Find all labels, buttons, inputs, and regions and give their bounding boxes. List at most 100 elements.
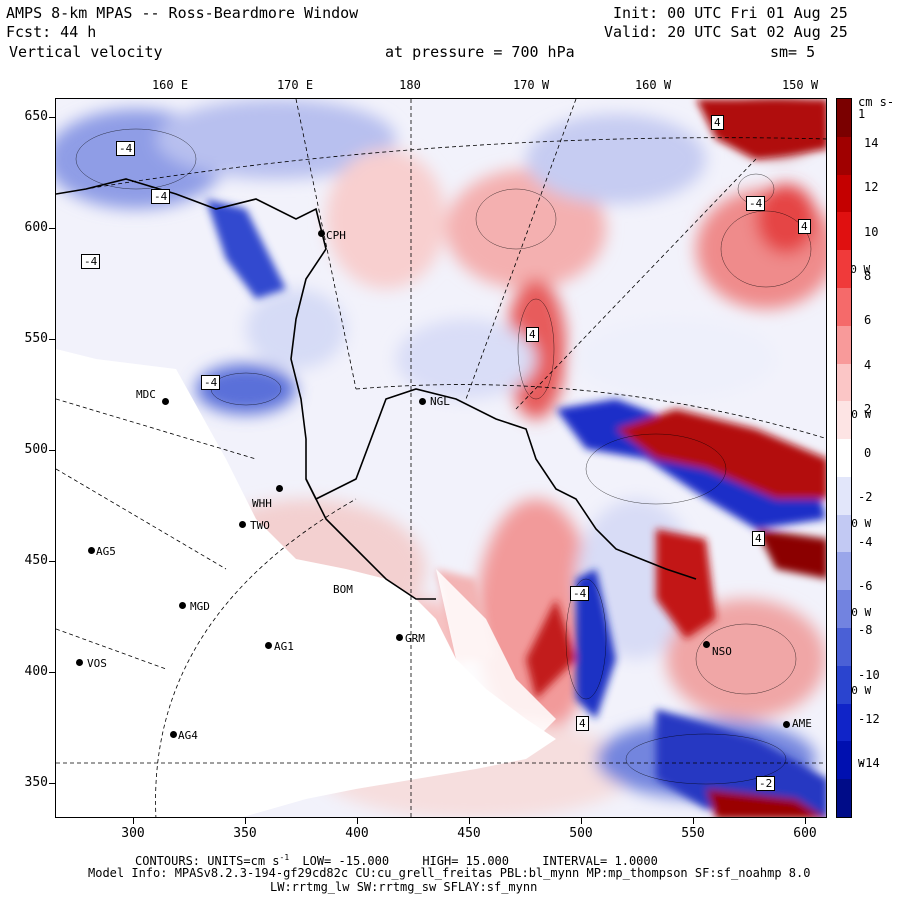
- y-tick: [49, 117, 55, 118]
- x-tick-label: 550: [681, 826, 705, 841]
- colorbar-segment: [837, 325, 851, 365]
- x-tick-label: 350: [233, 826, 257, 841]
- station-label: AME: [792, 717, 812, 730]
- map-plot: -4 -4 -4 -4 -4 -4 4 4 4 4 4 -2: [55, 98, 827, 818]
- lon-label: 170 W: [512, 78, 550, 92]
- station-marker: [783, 721, 790, 728]
- y-tick-label: 350: [24, 775, 48, 790]
- station-marker: [76, 659, 83, 666]
- smoothing: sm= 5: [770, 43, 816, 61]
- colorbar-label: 0: [864, 446, 872, 461]
- x-tick: [469, 818, 470, 824]
- contour-label: 4: [576, 716, 589, 731]
- map-title: AMPS 8-km MPAS -- Ross-Beardmore Window: [6, 4, 359, 22]
- station-marker: [179, 602, 186, 609]
- colorbar-segment: [837, 590, 851, 629]
- valid-time: Valid: 20 UTC Sat 02 Aug 25: [604, 23, 848, 41]
- colorbar-segment: [837, 552, 851, 591]
- y-tick: [49, 561, 55, 562]
- station-marker: [276, 485, 283, 492]
- contour-label: -4: [570, 586, 590, 601]
- x-tick-label: 450: [457, 826, 481, 841]
- x-tick-label: 300: [121, 826, 145, 841]
- station-label: AG5: [96, 545, 116, 558]
- colorbar-label: -12: [858, 711, 880, 726]
- contour-label: -4: [116, 141, 136, 156]
- colorbar-segment: [837, 741, 851, 780]
- station-label: TWO: [250, 519, 270, 532]
- forecast-hour: Fcst: 44 h: [6, 23, 97, 41]
- y-tick-label: 450: [24, 553, 48, 568]
- station-label: BOM: [333, 583, 353, 596]
- x-tick-label: 600: [793, 826, 817, 841]
- colorbar-segment: [837, 665, 851, 705]
- lon-label: 170 E: [276, 78, 314, 92]
- colorbar-segment: [837, 212, 851, 251]
- x-tick: [581, 818, 582, 824]
- station-label: NGL: [430, 395, 450, 408]
- station-label: NSO: [712, 645, 732, 658]
- contour-label: -4: [81, 254, 101, 269]
- station-label: VOS: [87, 657, 107, 670]
- lon-label: 150 W: [781, 78, 819, 92]
- x-tick-label: 400: [345, 826, 369, 841]
- x-tick: [693, 818, 694, 824]
- y-tick: [49, 672, 55, 673]
- y-tick-label: 600: [24, 220, 48, 235]
- contour-label: -2: [756, 776, 776, 791]
- lon-label: 160 W: [634, 78, 672, 92]
- colorbar-segment: [837, 287, 851, 327]
- colorbar-units: cm s-1: [858, 95, 895, 121]
- lon-label: W: [858, 757, 865, 770]
- station-label: MGD: [190, 600, 210, 613]
- colorbar-segment: [837, 703, 851, 742]
- contour-label: -4: [746, 196, 766, 211]
- x-tick: [357, 818, 358, 824]
- colorbar-segment: [837, 136, 851, 176]
- station-marker: [170, 731, 177, 738]
- model-info: Model Info: MPASv8.2.3-194-gf29cd82c CU:…: [88, 866, 811, 880]
- colorbar-segment: [837, 779, 851, 818]
- contour-label: 4: [798, 219, 811, 234]
- station-marker: [265, 642, 272, 649]
- colorbar-label: 8: [864, 268, 872, 283]
- lon-label: 180: [399, 78, 421, 92]
- colorbar-segment: [837, 401, 851, 440]
- station-marker: [88, 547, 95, 554]
- station-label: CPH: [326, 229, 346, 242]
- colorbar-label: 14: [864, 136, 879, 150]
- colorbar-segment: [837, 628, 851, 667]
- colorbar-label: -10: [858, 667, 880, 682]
- colorbar-label: 6: [864, 313, 872, 328]
- colorbar-segment: [837, 99, 851, 138]
- pressure-level: at pressure = 700 hPa: [385, 43, 575, 61]
- field-name: Vertical velocity: [9, 43, 163, 61]
- y-tick-label: 500: [24, 442, 48, 457]
- contour-label: -4: [151, 189, 171, 204]
- x-tick: [133, 818, 134, 824]
- station-label: AG4: [178, 729, 198, 742]
- model-info-physics: LW:rrtmg_lw SW:rrtmg_sw SFLAY:sf_mynn: [270, 880, 538, 894]
- lon-label: 160 E: [151, 78, 189, 92]
- station-marker: [162, 398, 169, 405]
- colorbar-segment: [837, 476, 851, 516]
- colorbar-segment: [837, 439, 851, 478]
- colorbar-segment: [837, 363, 851, 402]
- y-tick-label: 650: [24, 109, 48, 124]
- x-tick: [805, 818, 806, 824]
- init-time: Init: 00 UTC Fri 01 Aug 25: [613, 4, 848, 22]
- colorbar-segment: [837, 250, 851, 289]
- colorbar-label: -4: [858, 534, 873, 549]
- station-marker: [419, 398, 426, 405]
- contour-label: 4: [752, 531, 765, 546]
- contours-info: CONTOURS: UNITS=cm s-1 LOW= -15.000 HIGH…: [135, 853, 658, 868]
- y-tick-label: 400: [24, 664, 48, 679]
- vertical-velocity-field: [56, 99, 826, 817]
- colorbar-label: 10: [864, 224, 879, 239]
- y-tick: [49, 450, 55, 451]
- y-tick: [49, 783, 55, 784]
- colorbar-label: -6: [858, 579, 873, 593]
- colorbar-label: 4: [864, 357, 872, 372]
- station-marker: [318, 230, 325, 237]
- station-marker: [239, 521, 246, 528]
